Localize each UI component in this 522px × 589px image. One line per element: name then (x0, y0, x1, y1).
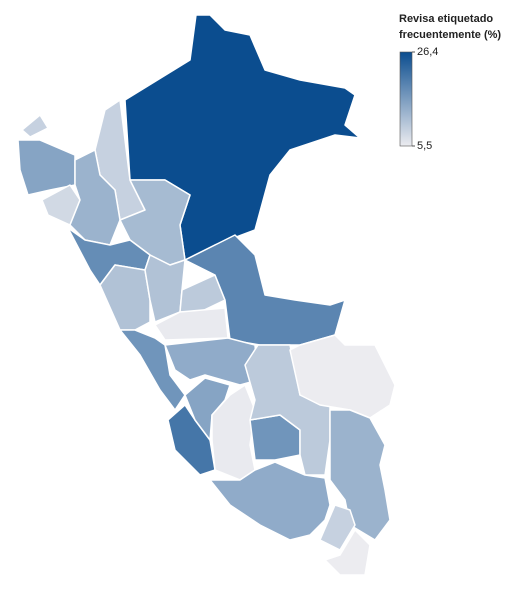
legend-colorbar (399, 51, 413, 147)
region (17, 139, 76, 196)
regions (17, 14, 396, 576)
region (167, 404, 216, 476)
region (324, 529, 371, 576)
legend-tick-label: 26,4 (417, 46, 438, 58)
region (164, 337, 259, 386)
region (179, 274, 226, 313)
legend-title: frecuentemente (%) (399, 29, 501, 41)
region (209, 461, 331, 541)
region (21, 114, 49, 138)
region (184, 234, 346, 346)
legend-tick-label: 5,5 (417, 140, 432, 152)
region (154, 307, 229, 341)
legend-title: Revisa etiquetado (399, 13, 493, 25)
region (319, 504, 356, 551)
region (329, 409, 391, 541)
region (289, 334, 396, 419)
region (119, 329, 186, 411)
region (99, 264, 151, 331)
